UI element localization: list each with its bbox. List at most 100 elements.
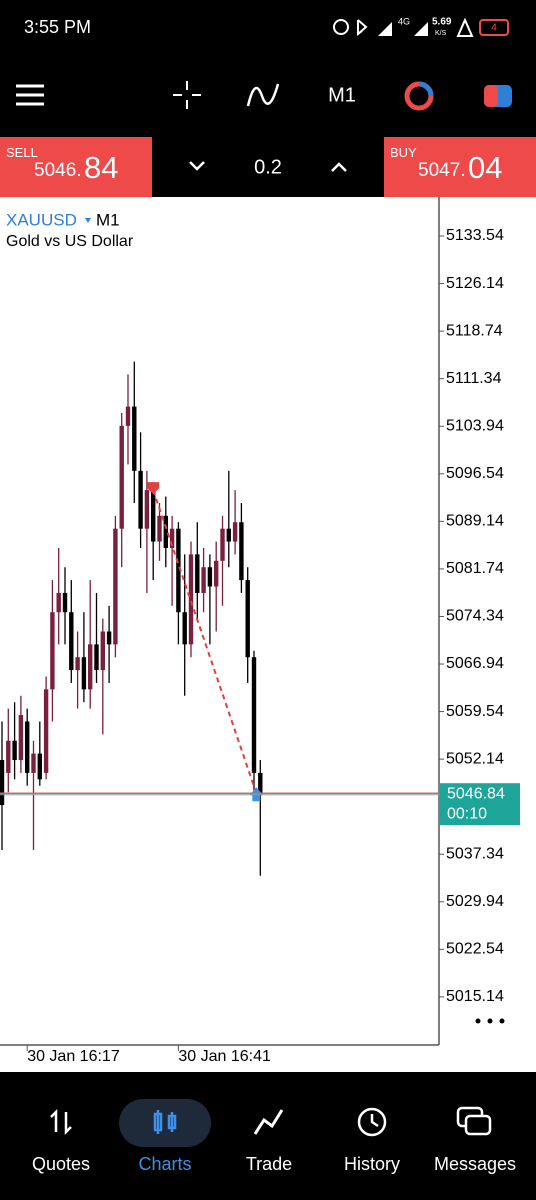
candle-body [151, 490, 156, 542]
symbol-description: Gold vs US Dollar [6, 233, 134, 250]
candle-body [125, 406, 131, 426]
chart-area: XAUUSD M1 Gold vs US Dollar 5133.54 5126.… [0, 197, 536, 1072]
price-tag [440, 783, 520, 826]
sell-button[interactable]: SELL 5046. 84 [0, 137, 152, 197]
crosshair-icon[interactable] [173, 81, 201, 109]
bluetooth-icon [357, 19, 368, 36]
messages-icon[interactable] [456, 1106, 492, 1136]
data-icon [456, 17, 474, 37]
candle-body [207, 567, 213, 587]
candle-body [232, 522, 238, 542]
volume-up[interactable] [331, 162, 347, 172]
candle-body [195, 554, 200, 593]
y-tick-label: 5089.14 [446, 513, 504, 530]
battery-icon [479, 19, 509, 36]
nav-item[interactable]: Messages [433, 1154, 517, 1174]
nav-item[interactable]: Quotes [31, 1154, 91, 1174]
charts-icon[interactable] [153, 1110, 177, 1134]
timeframe-button[interactable]: M1 [328, 84, 356, 106]
speed: 5.69 [432, 17, 452, 28]
status-icons: 4G 5.69 K/S 4 [333, 16, 509, 37]
status-bar: 3:55 PM 4G 5.69 K/S 4 [0, 0, 536, 56]
y-tick-label: 5103.94 [446, 417, 504, 434]
volume[interactable]: 0.2 [254, 156, 282, 178]
menu-icon[interactable] [16, 84, 44, 106]
speed-unit: K/S [435, 30, 447, 37]
price-tag-value: 5046.84 [447, 785, 505, 802]
network-type: 4G [398, 16, 410, 26]
y-tick-label: 5015.14 [446, 988, 504, 1005]
buy-button[interactable]: BUY 5047. 04 [384, 137, 536, 197]
quotes-icon[interactable] [50, 1108, 72, 1136]
indicator-icon[interactable] [246, 83, 280, 107]
trade-icon[interactable] [253, 1109, 284, 1135]
more-icon[interactable] [475, 1018, 505, 1024]
candle-body [106, 631, 112, 645]
chart: XAUUSD M1 Gold vs US Dollar 5133.54 5126.… [0, 197, 520, 1065]
candle-body [239, 522, 244, 581]
y-tick-label: 5029.94 [446, 893, 504, 910]
history-icon[interactable] [357, 1107, 387, 1137]
candle-body [0, 760, 5, 806]
candle-body [81, 657, 87, 690]
signal-icon [378, 22, 392, 36]
nav-item[interactable]: Trade [245, 1154, 293, 1174]
nav-item[interactable]: Charts [138, 1154, 192, 1174]
candle-body [188, 554, 194, 645]
y-tick-label: 5126.14 [446, 275, 504, 292]
y-tick-label: 5022.54 [446, 941, 504, 958]
candle-body [163, 515, 168, 548]
active-highlight [119, 1099, 211, 1147]
toolbar: M1 [0, 56, 536, 137]
battery-level: 4 [491, 23, 497, 34]
candle-body [220, 528, 225, 561]
candle-body [182, 612, 187, 645]
nav-item[interactable]: History [343, 1154, 400, 1174]
toolbar-icons: M1 [16, 81, 512, 111]
y-tick-label: 5074.34 [446, 608, 504, 625]
volume-down[interactable] [189, 161, 205, 171]
candle-body [176, 528, 181, 613]
y-tick-label: 5118.74 [446, 322, 503, 339]
candle-body [25, 721, 30, 773]
candle-body [37, 753, 42, 780]
candle-body [100, 631, 105, 671]
candle-body [69, 612, 74, 671]
y-tick-label: 5037.34 [446, 845, 504, 862]
symbol[interactable]: XAUUSD [6, 210, 77, 229]
sell-price-small: 5046. [34, 160, 82, 181]
clock: 3:55 PM [24, 17, 92, 37]
y-tick-label: 5066.94 [446, 655, 504, 672]
signal-icon-2 [414, 22, 428, 36]
nav-icons [50, 1099, 492, 1147]
alarm-icon [333, 19, 349, 35]
price-tag-countdown: 00:10 [447, 805, 487, 822]
candle-body [251, 657, 257, 773]
bottom-nav: Quotes Charts Trade History Messages [0, 1072, 536, 1200]
candle-body [12, 740, 17, 761]
y-tick-label: 5081.74 [446, 560, 504, 577]
candle-body [113, 528, 118, 645]
candle-body [62, 592, 68, 613]
sell-label: SELL [6, 145, 38, 160]
entry-arrow [147, 482, 160, 495]
buy-label: BUY [390, 145, 417, 160]
x-tick-label: 30 Jan 16:17 [27, 1048, 120, 1065]
candle-body [43, 689, 49, 773]
buy-price-big: 04 [468, 150, 503, 185]
y-tick-label: 5133.54 [446, 227, 504, 244]
candle-body [157, 515, 162, 542]
candle-body [88, 644, 93, 690]
buy-price-small: 5047. [418, 160, 466, 181]
candle-body [258, 772, 263, 794]
y-tick-label: 5096.54 [446, 465, 504, 482]
candle-body [75, 657, 80, 671]
candle-body [226, 528, 231, 542]
candle-body [138, 470, 143, 529]
candle-body [56, 592, 61, 613]
candle-body [214, 560, 219, 587]
candle-body [132, 406, 137, 471]
candle-body [18, 715, 24, 761]
trade-panel: SELL 5046. 84 0.2 BUY 5047. 04 [0, 137, 536, 197]
x-tick-label: 30 Jan 16:41 [178, 1048, 271, 1065]
